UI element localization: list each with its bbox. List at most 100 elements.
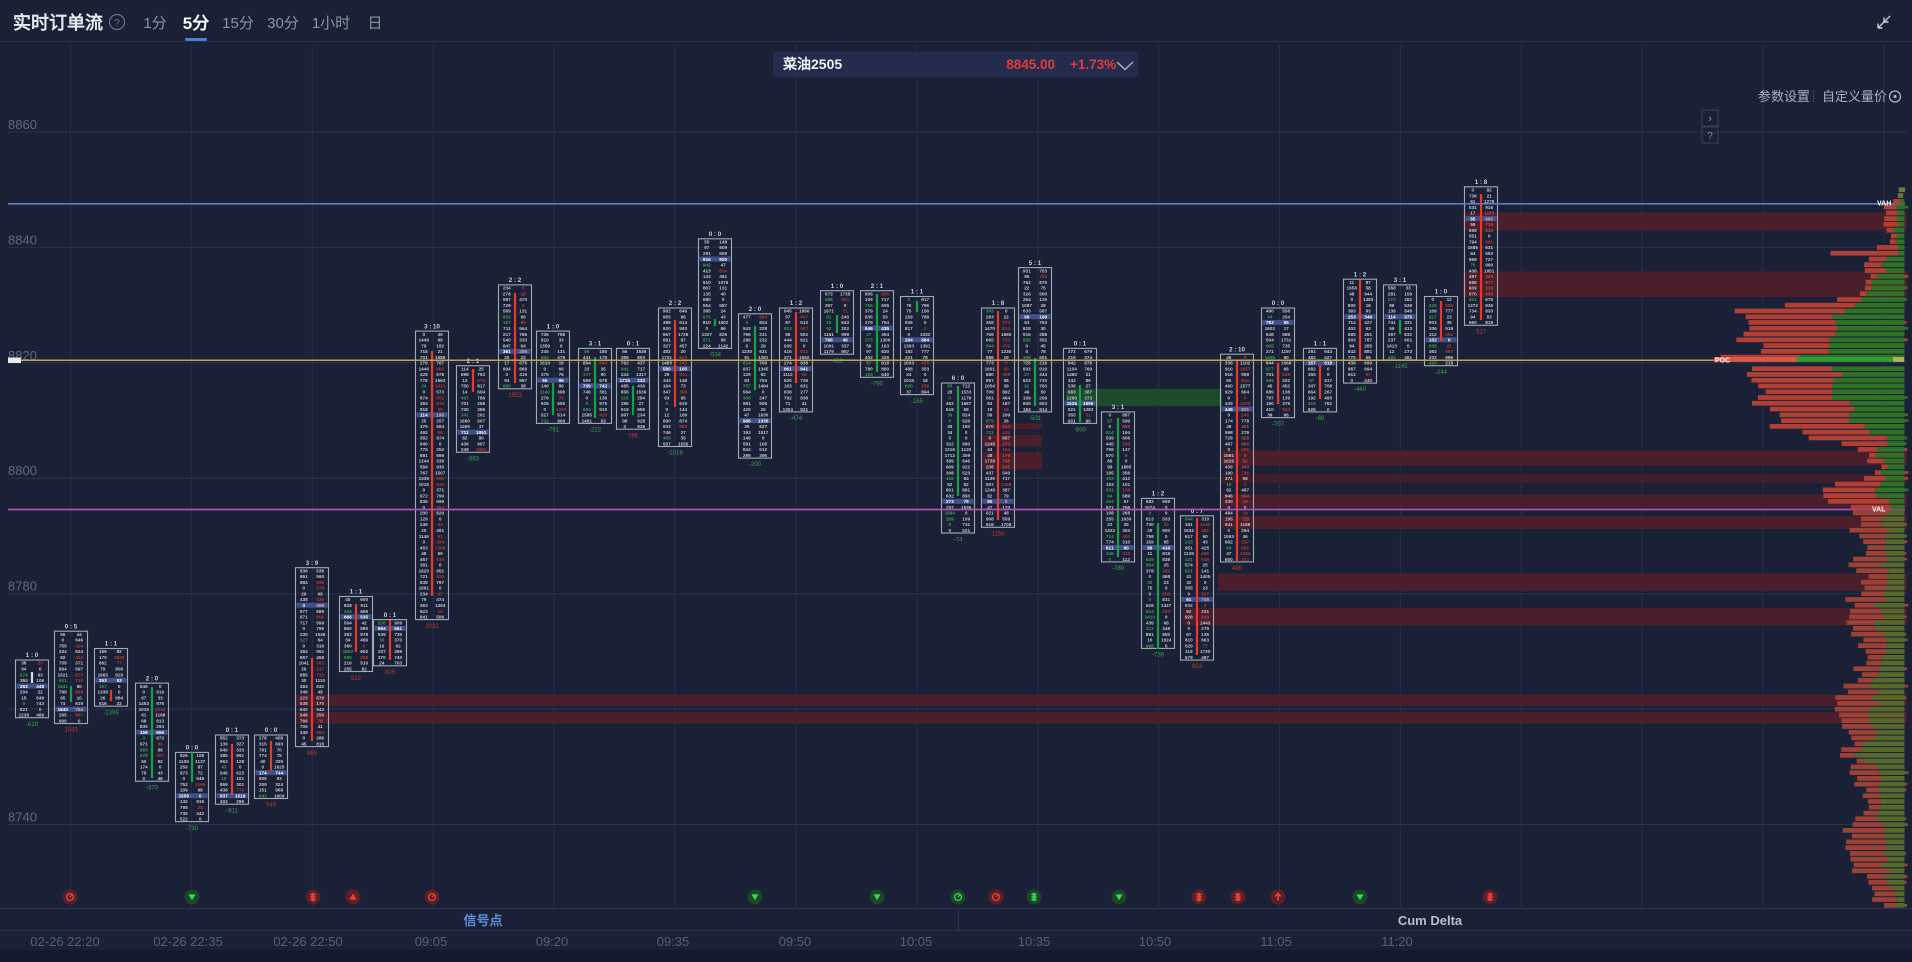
svg-text:601: 601 [1039, 355, 1047, 360]
svg-text:64: 64 [318, 638, 324, 643]
svg-text:106: 106 [36, 678, 44, 683]
svg-text:75: 75 [1041, 286, 1047, 291]
svg-text:128: 128 [236, 759, 244, 764]
svg-text:0: 0 [1005, 361, 1008, 366]
svg-text:353: 353 [316, 661, 324, 666]
svg-text:523: 523 [962, 470, 970, 475]
svg-text:209: 209 [259, 782, 267, 787]
svg-text:1小时: 1小时 [312, 15, 350, 32]
svg-text:943: 943 [1324, 349, 1332, 354]
svg-text:68: 68 [1164, 620, 1170, 625]
svg-text:273: 273 [1002, 441, 1010, 446]
svg-text:701: 701 [461, 401, 469, 406]
svg-text:55: 55 [60, 632, 66, 637]
svg-text:584: 584 [420, 465, 428, 470]
svg-text:226: 226 [1429, 303, 1437, 308]
svg-text:0: 0 [78, 718, 81, 723]
svg-text:897: 897 [75, 713, 83, 718]
svg-text:441: 441 [583, 355, 591, 360]
svg-text:1460: 1460 [1067, 372, 1078, 377]
svg-text:717: 717 [1002, 476, 1010, 481]
svg-text:0: 0 [1187, 620, 1190, 625]
svg-text:774: 774 [1106, 540, 1114, 545]
svg-text:1278: 1278 [1484, 199, 1495, 204]
svg-text:1536: 1536 [636, 349, 647, 354]
svg-text:129: 129 [743, 372, 751, 377]
svg-text:920: 920 [663, 326, 671, 331]
svg-text:223: 223 [300, 695, 308, 700]
svg-text:0: 0 [1108, 413, 1111, 418]
svg-text:533: 533 [1162, 517, 1170, 522]
svg-text:972: 972 [420, 493, 428, 498]
svg-text:255: 255 [1106, 517, 1114, 522]
svg-text:8800: 8800 [8, 463, 37, 478]
svg-text:238: 238 [986, 465, 994, 470]
svg-text:561: 561 [394, 626, 402, 631]
svg-text:253: 253 [1348, 315, 1356, 320]
svg-text:605: 605 [385, 670, 396, 676]
svg-text:11: 11 [1349, 280, 1354, 285]
svg-text:20: 20 [504, 355, 510, 360]
svg-text:484: 484 [300, 684, 308, 689]
svg-text:345: 345 [1106, 551, 1114, 556]
svg-text:327: 327 [1201, 592, 1209, 597]
svg-text:504: 504 [841, 297, 849, 302]
svg-text:234: 234 [420, 592, 428, 597]
svg-text:17: 17 [1284, 326, 1290, 331]
svg-text:43: 43 [721, 315, 727, 320]
svg-text:1 : 0: 1 : 0 [26, 652, 39, 659]
svg-text:526: 526 [962, 418, 970, 423]
svg-text:778: 778 [1241, 418, 1249, 423]
svg-text:1730: 1730 [1200, 649, 1211, 654]
svg-text:614: 614 [679, 320, 687, 325]
svg-text:510: 510 [360, 661, 368, 666]
svg-text:697: 697 [75, 667, 83, 672]
svg-text:742: 742 [599, 384, 607, 389]
svg-text:1335: 1335 [758, 418, 769, 423]
svg-text:163: 163 [881, 343, 889, 348]
svg-text:844: 844 [599, 361, 607, 366]
svg-text:1 : 2: 1 : 2 [790, 300, 803, 307]
svg-text:1413: 1413 [1387, 343, 1398, 348]
svg-text:310: 310 [1122, 540, 1130, 545]
svg-text:0: 0 [907, 297, 910, 302]
svg-text:453: 453 [420, 545, 428, 550]
svg-text:0: 0 [762, 390, 765, 395]
svg-text:27: 27 [681, 430, 687, 435]
svg-text:109: 109 [1023, 395, 1031, 400]
svg-text:45: 45 [1041, 343, 1047, 348]
svg-text:91: 91 [1024, 384, 1030, 389]
svg-text:0: 0 [844, 303, 847, 308]
svg-text:204: 204 [1106, 499, 1114, 504]
svg-text:281: 281 [1388, 291, 1396, 296]
svg-text:1685: 1685 [1468, 245, 1479, 250]
svg-text:257: 257 [1241, 540, 1249, 545]
svg-text:410: 410 [1266, 407, 1274, 412]
svg-text:766: 766 [300, 718, 308, 723]
svg-text:646: 646 [679, 309, 687, 314]
svg-text:268: 268 [1122, 511, 1130, 516]
svg-text:244: 244 [621, 372, 629, 377]
svg-text:159: 159 [1404, 291, 1412, 296]
svg-text:943: 943 [743, 326, 751, 331]
svg-text:1383: 1383 [1363, 297, 1374, 302]
svg-text:231: 231 [759, 332, 767, 337]
svg-text:46: 46 [1024, 390, 1030, 395]
svg-text:85: 85 [1470, 216, 1476, 221]
svg-text:1610: 1610 [540, 361, 551, 366]
svg-text:0 : 5: 0 : 5 [65, 623, 78, 630]
svg-text:397: 397 [825, 303, 833, 308]
svg-text:262: 262 [1404, 297, 1412, 302]
svg-text:933: 933 [663, 424, 671, 429]
svg-text:559: 559 [583, 378, 591, 383]
svg-text:990: 990 [962, 441, 970, 446]
svg-text:19: 19 [987, 407, 993, 412]
svg-text:894: 894 [378, 626, 386, 631]
svg-text:164: 164 [663, 384, 671, 389]
svg-text:26: 26 [301, 667, 307, 672]
svg-text:83: 83 [744, 378, 750, 383]
svg-text:53: 53 [601, 418, 607, 423]
svg-text:680: 680 [986, 372, 994, 377]
svg-text:30: 30 [1147, 580, 1153, 585]
svg-text:817: 817 [1429, 315, 1437, 320]
